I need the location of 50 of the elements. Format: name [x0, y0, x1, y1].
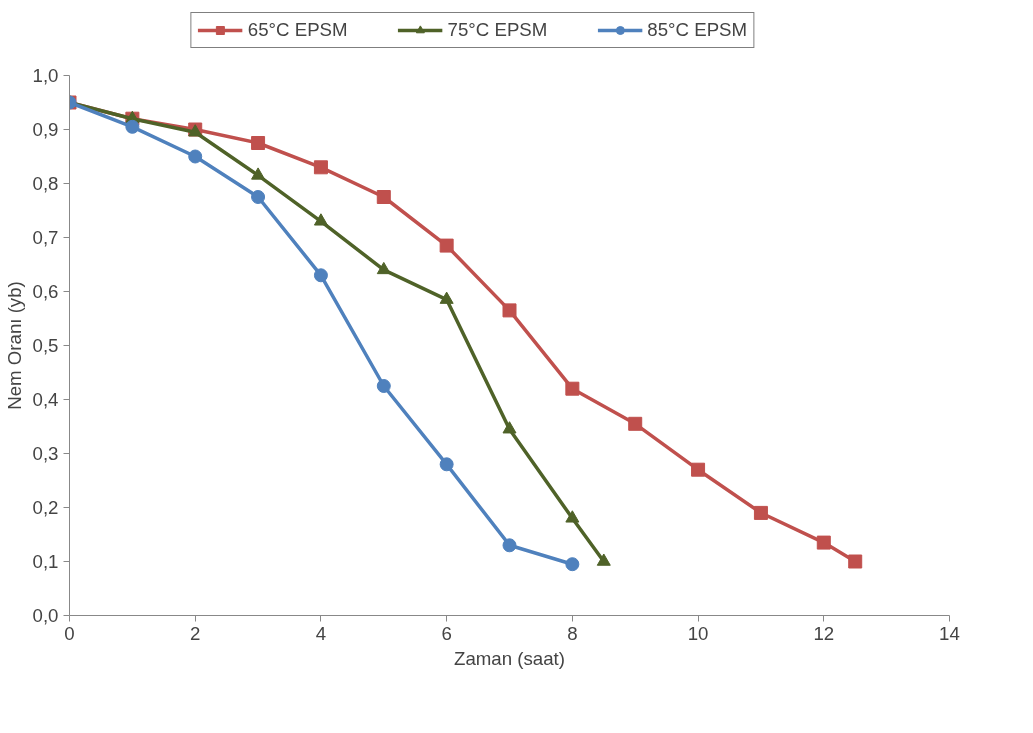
point: [188, 149, 203, 164]
point: [565, 381, 580, 396]
x-tick-label: 14: [939, 622, 960, 644]
point: [125, 119, 140, 134]
point: [628, 416, 643, 431]
x-axis-title: Zaman (saat): [454, 647, 565, 669]
point: [502, 538, 517, 553]
x-tick-label: 12: [813, 622, 835, 644]
legend-label: 65°C EPSM: [247, 19, 348, 41]
point: [251, 136, 266, 150]
point: [502, 421, 517, 434]
y-tick-label: 0,9: [32, 119, 59, 140]
y-tick-label: 0,5: [32, 335, 59, 356]
point: [251, 190, 266, 204]
x-tick-label: 8: [567, 622, 578, 644]
y-tick-label: 1,0: [32, 65, 59, 86]
x-tick-label: 2: [190, 622, 201, 644]
point: [753, 505, 768, 520]
point: [376, 379, 391, 393]
y-tick-label: 0,8: [32, 173, 59, 194]
legend-label: 75°C EPSM: [447, 19, 548, 41]
y-tick-label: 0,6: [32, 281, 59, 302]
x-tick-label: 4: [315, 622, 327, 644]
x-tick-label: 0: [64, 622, 75, 644]
point: [251, 167, 266, 180]
point: [313, 160, 328, 175]
point: [691, 462, 706, 477]
y-tick-label: 0,7: [32, 227, 59, 248]
point: [565, 557, 580, 572]
point: [439, 291, 454, 304]
point: [313, 213, 328, 226]
point: [565, 510, 580, 523]
y-tick-label: 0,3: [32, 443, 59, 464]
x-tick-label: 10: [687, 622, 709, 644]
y-tick-label: 0,1: [32, 551, 59, 572]
point: [313, 268, 328, 283]
x-tick-label: 6: [441, 622, 452, 644]
legend-label: 85°C EPSM: [647, 19, 748, 41]
point: [439, 238, 454, 253]
y-tick-label: 0,2: [32, 497, 59, 518]
point: [848, 554, 863, 569]
point: [816, 535, 831, 550]
point: [502, 303, 517, 318]
point: [376, 190, 391, 204]
point: [596, 553, 611, 566]
point: [439, 457, 454, 472]
y-tick-label: 0,4: [32, 389, 59, 410]
y-axis-title: Nem Oranı (yb): [3, 281, 25, 410]
point: [376, 261, 391, 275]
y-tick-label: 0,0: [32, 605, 59, 626]
